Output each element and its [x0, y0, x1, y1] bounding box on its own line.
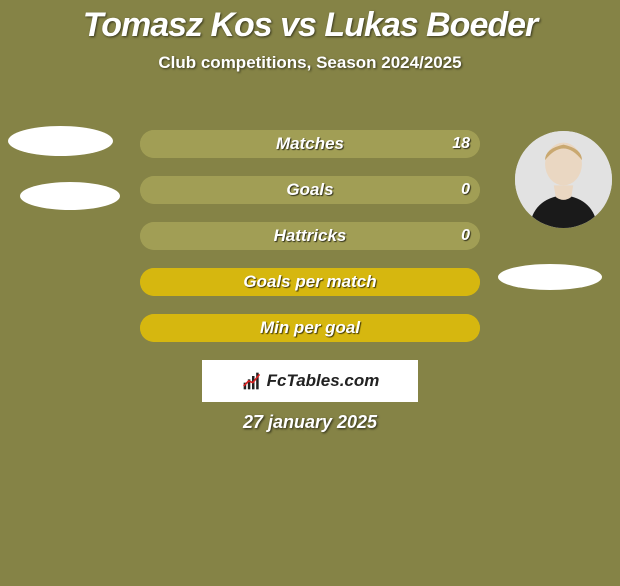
- stat-bar-label: Goals: [140, 176, 480, 204]
- stat-bar: Matches18: [140, 130, 480, 158]
- decorative-pill: [498, 264, 602, 290]
- comparison-bars: Matches18Goals0Hattricks0Goals per match…: [140, 130, 480, 360]
- brand-badge: FcTables.com: [202, 360, 418, 402]
- snapshot-date: 27 january 2025: [0, 412, 620, 433]
- stat-bar: Hattricks0: [140, 222, 480, 250]
- stat-bar-label: Hattricks: [140, 222, 480, 250]
- stat-bar-label: Min per goal: [140, 314, 480, 342]
- stat-bar-label: Matches: [140, 130, 480, 158]
- stat-bar: Goals per match: [140, 268, 480, 296]
- decorative-pill: [20, 182, 120, 210]
- stat-bar: Min per goal: [140, 314, 480, 342]
- stat-bar-right-value: 18: [452, 130, 470, 158]
- stat-bar: Goals0: [140, 176, 480, 204]
- person-icon: [515, 131, 612, 228]
- page-title: Tomasz Kos vs Lukas Boeder: [0, 6, 620, 45]
- stat-bar-label: Goals per match: [140, 268, 480, 296]
- page-subtitle: Club competitions, Season 2024/2025: [0, 53, 620, 73]
- decorative-pill: [8, 126, 113, 156]
- bar-chart-icon: [241, 371, 263, 391]
- player-right-avatar: [515, 131, 612, 228]
- stat-bar-right-value: 0: [461, 176, 470, 204]
- stat-bar-right-value: 0: [461, 222, 470, 250]
- brand-text: FcTables.com: [267, 371, 380, 391]
